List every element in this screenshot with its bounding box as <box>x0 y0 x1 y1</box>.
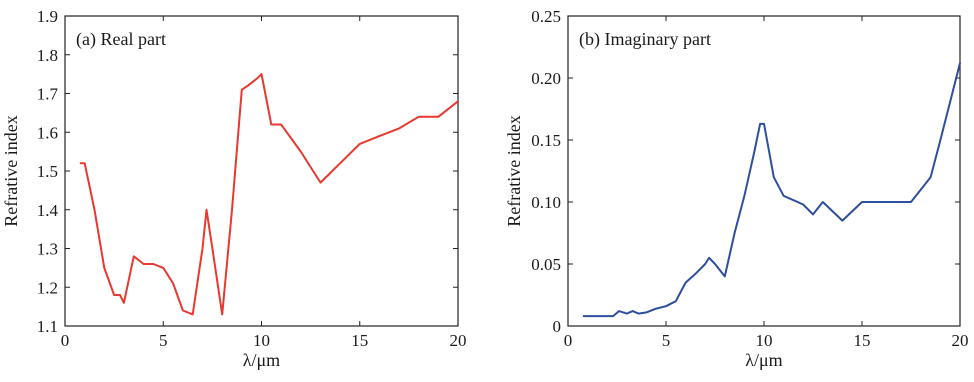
x-tick-label: 15 <box>854 331 871 350</box>
y-tick-label: 0.20 <box>531 69 561 88</box>
x-tick-label: 15 <box>351 331 368 350</box>
y-tick-label: 0.05 <box>531 255 561 274</box>
panel-title: (b) Imaginary part <box>579 29 711 50</box>
x-tick-label: 20 <box>952 331 969 350</box>
y-tick-label: 1.8 <box>37 46 58 65</box>
left-series-line <box>79 73 459 316</box>
y-tick-label: 1.1 <box>37 317 58 336</box>
x-tick-label: 20 <box>450 331 467 350</box>
y-axis-label: Refrative index <box>1 115 21 226</box>
left-panel: 0 5 10 15 20 1.1 1.2 1.3 1.4 1.5 1.6 1.7 1.8 1.9 λ/μm R… <box>1 7 467 370</box>
y-tick-label: 1.3 <box>37 240 58 259</box>
y-tick-label: 0.25 <box>531 7 561 26</box>
y-tick-label: 1.9 <box>37 7 58 26</box>
y-tick-label: 0.10 <box>531 193 561 212</box>
x-axis-label: λ/μm <box>243 350 280 370</box>
right-plot-frame <box>567 15 961 327</box>
x-tick-label: 10 <box>253 331 270 350</box>
x-tick-label: 0 <box>61 331 70 350</box>
x-tick-label: 5 <box>662 331 671 350</box>
panel-title: (a) Real part <box>76 29 166 50</box>
y-tick-label: 1.2 <box>37 278 58 297</box>
y-tick-label: 1.6 <box>37 123 58 142</box>
x-tick-label: 0 <box>564 331 573 350</box>
y-tick-label: 1.5 <box>37 162 58 181</box>
right-series-line <box>582 62 961 318</box>
y-axis-label: Refrative index <box>504 115 524 226</box>
left-plot-frame <box>64 15 459 327</box>
y-tick-label: 0 <box>553 317 562 336</box>
y-tick-label: 1.7 <box>37 85 59 104</box>
x-tick-label: 5 <box>159 331 168 350</box>
y-tick-label: 1.4 <box>37 201 59 220</box>
x-axis-label: λ/μm <box>745 350 782 370</box>
y-tick-label: 0.15 <box>531 131 561 150</box>
x-tick-label: 10 <box>756 331 773 350</box>
right-panel: 0 5 10 15 20 0 0.05 0.10 0.15 0.20 0.25 λ/μm Refrati… <box>504 7 969 370</box>
